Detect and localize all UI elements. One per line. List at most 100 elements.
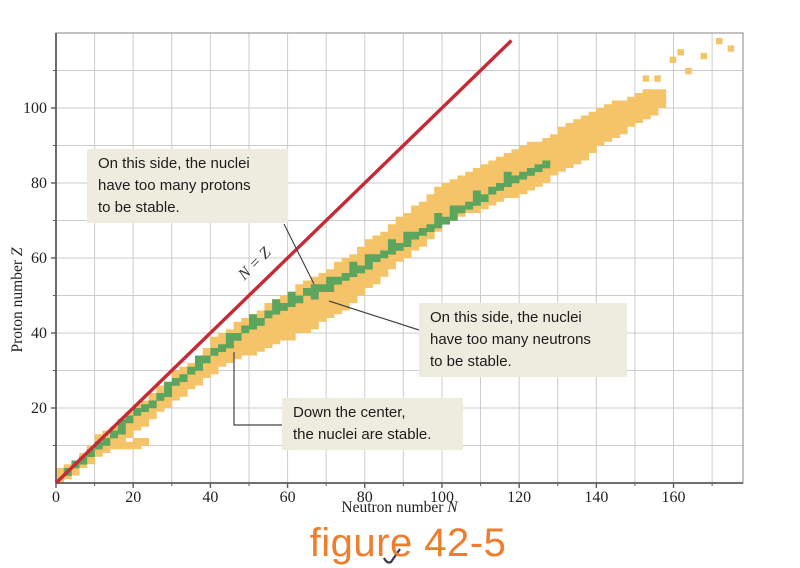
unstable-column (611, 100, 620, 138)
stable-cell (519, 171, 528, 180)
stable-cell (449, 205, 458, 214)
stable-cell (210, 348, 219, 356)
stable-cell (341, 273, 350, 281)
unstable-column (588, 111, 597, 153)
unstable-column (140, 438, 150, 446)
unstable-column (241, 318, 250, 356)
stable-cell (133, 408, 142, 416)
stable-cell (179, 374, 188, 383)
x-tick-label: 140 (584, 489, 608, 506)
scattered-cell (727, 45, 735, 52)
stable-cell (457, 205, 466, 214)
unstable-column (565, 123, 574, 168)
connector-neutrons (328, 300, 420, 331)
callout-too-many-protons: On this side, the nuclei have too many p… (87, 149, 288, 223)
callout-line: the nuclei are stable. (293, 426, 432, 443)
unstable-column (441, 183, 451, 225)
stable-cell (449, 213, 458, 221)
unstable-column (465, 171, 474, 213)
stable-cell (225, 340, 234, 349)
stable-cell (248, 314, 257, 323)
connector-protons (283, 223, 315, 285)
stable-cell (94, 441, 103, 450)
unstable-column (303, 280, 312, 333)
stable-cell (403, 231, 412, 240)
stable-cell (164, 389, 173, 398)
y-axis-title: Proton number Z (9, 247, 26, 352)
stable-cell (326, 284, 335, 293)
stable-cell (434, 213, 443, 221)
stable-cell (349, 269, 358, 278)
unstable-column (449, 179, 458, 221)
stable-cell (202, 355, 211, 364)
stable-cell (86, 449, 95, 458)
callout-too-many-neutrons: On this side, the nuclei have too many n… (419, 303, 627, 377)
stable-cell (411, 231, 420, 240)
unstable-column (434, 186, 443, 232)
unstable-column (596, 108, 605, 146)
unstable-column (133, 404, 142, 431)
stable-cell (272, 306, 281, 315)
stable-cell (387, 246, 396, 255)
unstable-column (117, 441, 126, 450)
stable-cell (79, 456, 88, 465)
mouse-cursor[interactable] (383, 548, 401, 564)
unstable-column (619, 100, 628, 135)
unstable-column (580, 115, 590, 161)
stable-cell (441, 216, 450, 225)
stable-cell (287, 299, 296, 308)
unstable-column (125, 441, 134, 450)
stable-cell (495, 183, 505, 191)
stable-cell (310, 284, 319, 293)
stable-cell (465, 201, 474, 210)
stable-cell (272, 299, 281, 308)
stable-cell (364, 261, 373, 270)
stable-cell (156, 393, 165, 401)
n-equals-z-line (54, 39, 513, 485)
stable-cell (418, 228, 427, 236)
stable-cell (241, 325, 250, 334)
stable-cell (488, 186, 497, 195)
unstable-column (426, 194, 435, 240)
callout-connectors (233, 223, 420, 426)
stable-cell (333, 276, 342, 285)
unstable-column (495, 156, 505, 202)
stable-cell (303, 288, 312, 296)
unstable-column (287, 291, 296, 341)
stable-cell (503, 179, 512, 188)
unstable-column (650, 89, 659, 116)
stable-cell (326, 276, 335, 285)
unstable-column (333, 261, 343, 315)
unstable-column (318, 273, 327, 322)
stable-cell (256, 318, 265, 326)
axis-ticks-labels: 0 20 40 60 80 100 120 140 16020406080100Neutron … (9, 70, 713, 516)
unstable-column (187, 363, 196, 390)
unstable-column (526, 141, 535, 191)
y-tick-label: 20 (31, 400, 47, 417)
callout-line: to be stable. (430, 353, 512, 370)
stable-cell (434, 220, 443, 229)
x-tick-label: 80 (357, 489, 373, 506)
stable-cell (372, 254, 381, 263)
unstable-column (642, 89, 651, 120)
stable-cell (140, 404, 149, 413)
callout-line: to be stable. (98, 199, 180, 216)
scattered-cell (654, 75, 661, 82)
stable-cell (472, 198, 481, 206)
y-tick-label: 80 (31, 175, 47, 192)
scattered-cell (685, 67, 692, 75)
scattered-cell (669, 56, 677, 63)
unstable-column (256, 310, 265, 352)
unstable-column (604, 104, 613, 142)
scattered-cell (642, 75, 650, 82)
stable-cell (117, 419, 126, 428)
scattered-cell (715, 37, 723, 45)
unstable-column (295, 284, 304, 333)
stable-cell (125, 415, 134, 424)
unstable-column (326, 269, 335, 318)
unstable-column (341, 258, 350, 311)
stable-cell (310, 291, 319, 300)
callout-line: Down the center, (293, 404, 406, 421)
connector-stable (233, 352, 282, 426)
unstable-column (133, 438, 142, 450)
